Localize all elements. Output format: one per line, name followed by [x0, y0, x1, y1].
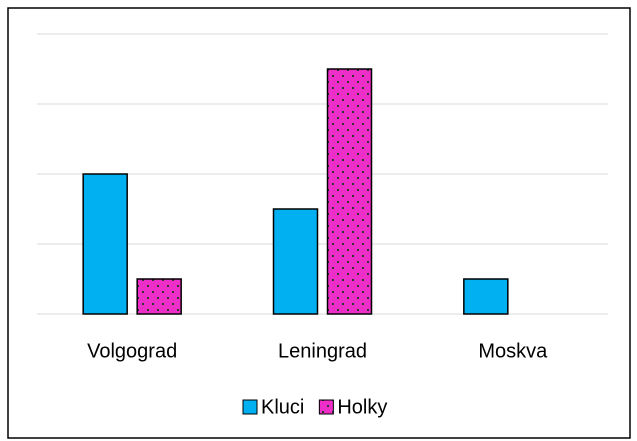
legend-label: Kluci [261, 396, 304, 418]
x-tick-label: Volgograd [87, 340, 177, 362]
bar [463, 278, 509, 315]
x-tick-label: Leningrad [278, 340, 367, 362]
bar [272, 208, 319, 315]
legend-swatch [242, 399, 258, 415]
legend-label: Holky [337, 396, 387, 418]
bar [326, 68, 373, 315]
bar [136, 278, 182, 315]
bar [82, 173, 128, 315]
x-tick-label: Moskva [478, 340, 548, 362]
legend-swatch [318, 399, 334, 415]
